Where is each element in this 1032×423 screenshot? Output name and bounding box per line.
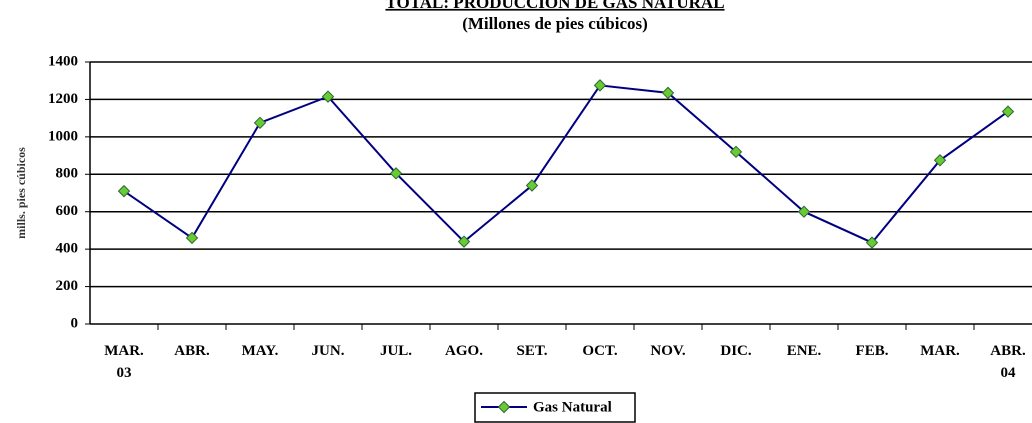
y-tick-label: 1400 (48, 53, 78, 69)
x-tick-label: MAY. (241, 343, 279, 359)
legend-marker (497, 400, 511, 414)
y-tick-label: 600 (56, 203, 79, 219)
y-tick-label: 0 (71, 315, 79, 331)
marker (389, 167, 403, 180)
chart-title: TOTAL: PRODUCCION DE GAS NATURAL (385, 0, 724, 12)
marker (117, 184, 131, 198)
legend-label: Gas Natural (533, 399, 612, 415)
x-tick-label: ENE. (786, 343, 822, 359)
x-tick-label: NOV. (650, 343, 686, 359)
x-tick-label: OCT. (582, 343, 618, 359)
y-tick-label: 1000 (48, 128, 78, 144)
y-tick-label: 1200 (48, 91, 78, 107)
y-axis-label: mills. pies cúbicos (14, 147, 28, 239)
marker (729, 145, 743, 159)
marker (457, 235, 471, 248)
x-tick-label: JUL. (379, 343, 413, 359)
x-tick-label: DIC. (720, 343, 752, 359)
y-tick-label: 200 (56, 278, 79, 294)
x-tick-label: JUN. (311, 343, 345, 359)
marker (525, 179, 539, 192)
chart-subtitle: (Millones de pies cúbicos) (462, 14, 648, 33)
y-tick-label: 400 (56, 241, 79, 257)
marker (1001, 105, 1015, 118)
x-tick-label: ABR. 04 (990, 343, 1026, 381)
marker (253, 116, 267, 130)
marker (933, 154, 947, 167)
marker (797, 205, 811, 218)
marker (185, 231, 199, 245)
y-tick-label: 800 (56, 166, 79, 182)
x-tick-label: SET. (516, 343, 548, 359)
series-line (123, 84, 1009, 244)
x-tick-label: FEB. (855, 343, 889, 359)
x-tick-label: AGO. (445, 343, 483, 359)
x-tick-label: ABR. (174, 343, 210, 359)
marker (661, 86, 675, 100)
marker (321, 90, 335, 103)
x-tick-label: MAR. 03 (104, 343, 144, 381)
marker (865, 236, 879, 249)
x-tick-label: MAR. (920, 343, 960, 359)
marker (593, 79, 607, 92)
